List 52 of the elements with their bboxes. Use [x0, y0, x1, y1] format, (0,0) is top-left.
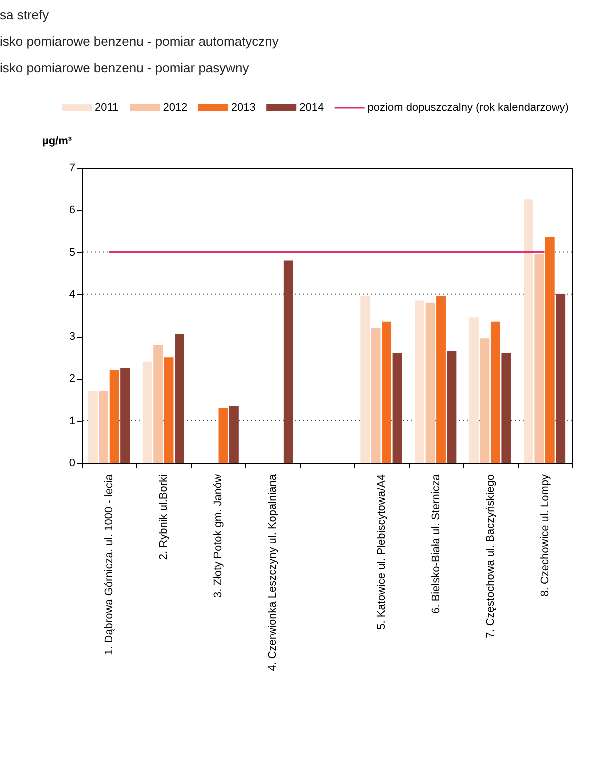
legend-label: 2014: [300, 102, 324, 114]
bar: [447, 351, 457, 463]
bar: [382, 322, 392, 463]
bar: [88, 391, 98, 463]
bar: [371, 328, 381, 463]
bar: [360, 296, 370, 463]
bar: [110, 370, 120, 463]
bar: [99, 391, 109, 463]
bar: [120, 368, 130, 463]
bar: [490, 322, 500, 463]
x-tick-label: 7. Częstochowa ul. Baczyńskiego: [484, 474, 497, 638]
bar: [164, 358, 174, 463]
y-tick-label: 6: [69, 204, 76, 217]
bar: [502, 353, 512, 463]
x-tick-label: 5. Katowice ul. Plebiscytowa/A4: [376, 474, 388, 630]
bar: [426, 302, 436, 463]
bar: [415, 300, 425, 463]
y-tick-label: 4: [69, 288, 76, 301]
y-tick-label: 0: [69, 458, 76, 470]
legend-label: 2013: [231, 102, 256, 114]
x-tick-label: 1. Dąbrowa Górnicza. ul. 1000 - lecia: [104, 474, 116, 656]
bar: [556, 294, 566, 463]
text: isko pomiarowe benzenu - pomiar automatyczny: [0, 34, 280, 49]
bar: [142, 362, 152, 463]
bar: [284, 260, 294, 463]
text: isko pomiarowe benzenu - pomiar pasywny: [0, 60, 250, 76]
x-tick-label: 6. Bielsko-Biała ul. Sternicza: [430, 474, 442, 614]
bar: [175, 334, 184, 463]
bar: [534, 254, 544, 463]
bar: [154, 345, 164, 463]
legend-label: poziom dopuszczalny (rok kalendarzowy): [368, 102, 569, 114]
y-axis-title: µg/m³: [42, 136, 72, 148]
y-tick-label: 5: [69, 246, 76, 259]
text: sa strefy: [0, 7, 50, 22]
bar: [218, 408, 228, 463]
y-tick-label: 2: [69, 373, 76, 386]
x-tick-label: 2. Rybnik ul.Borki: [158, 474, 170, 560]
x-tick-label: 3. Złoty Potok gm. Janów: [212, 474, 225, 598]
legend-label: 2011: [95, 102, 119, 114]
x-tick-label: 8. Czechowice ul. Lompy: [539, 474, 552, 597]
bar: [229, 406, 239, 463]
legend-label: 2012: [163, 102, 188, 114]
x-tick-label: 4. Czerwionka Leszczyny ul. Kopalniana: [267, 474, 280, 672]
y-tick-label: 1: [69, 415, 76, 428]
bar: [545, 238, 555, 463]
bar: [524, 200, 534, 463]
bar: [436, 296, 446, 463]
bar: [480, 338, 490, 463]
y-tick-label: 7: [69, 162, 76, 174]
bar: [470, 318, 479, 463]
y-tick-label: 3: [69, 331, 76, 344]
bar: [392, 353, 402, 463]
